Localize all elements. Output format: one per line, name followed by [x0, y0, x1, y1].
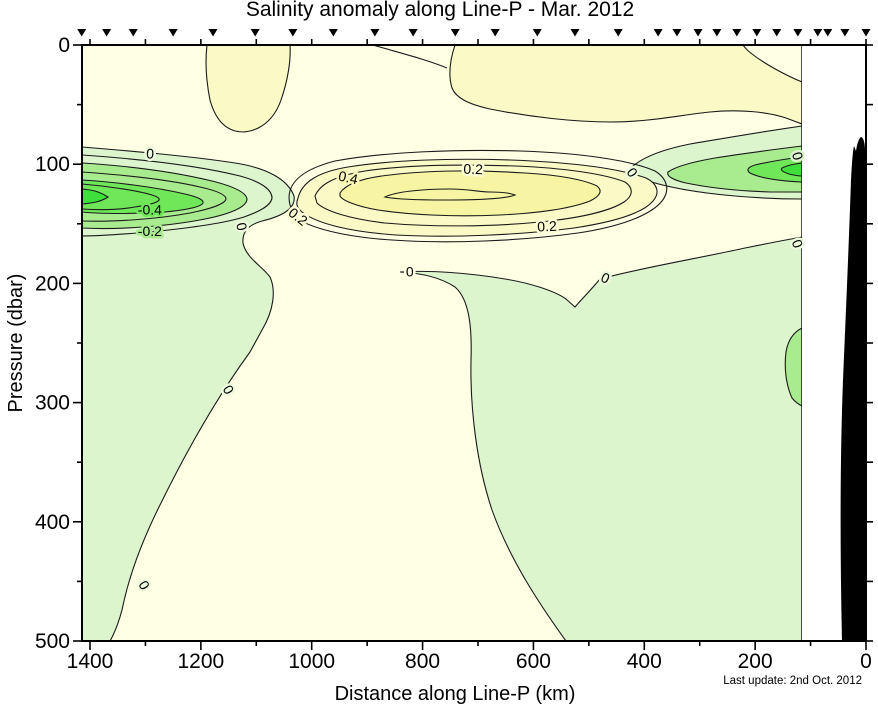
contour-ring-01-central	[288, 149, 668, 243]
chart-title: Salinity anomaly along Line-P - Mar. 201…	[246, 0, 634, 21]
y-tick-label: 0	[58, 34, 70, 57]
bathymetry-silhouette	[840, 137, 866, 641]
x-tick-label: 1000	[288, 650, 335, 673]
station-marker-triangle	[102, 29, 112, 37]
y-tick-label: 500	[35, 630, 70, 653]
x-tick-label: 0	[860, 650, 872, 673]
station-marker-triangle	[772, 29, 782, 37]
station-marker-triangle	[288, 29, 298, 37]
station-marker-triangle	[128, 29, 138, 37]
x-tick-label: 600	[516, 650, 551, 673]
station-marker-triangle	[208, 29, 218, 37]
contour-region-m06-left	[82, 188, 109, 205]
contour-region-m04-nearshore	[747, 156, 802, 183]
contour-line-surface-extra	[372, 45, 448, 69]
contour-pocket-m02-right-edge	[784, 327, 802, 407]
y-axis-title: Pressure (dbar)	[5, 274, 27, 413]
contour-region-m06-nearshore	[780, 162, 802, 177]
x-tick-labels: 1400 1200 1000 800 600 400 200 0	[67, 650, 872, 673]
station-marker-triangle	[813, 29, 823, 37]
axis-ticks	[73, 39, 873, 650]
station-marker-triangle	[168, 29, 178, 37]
contour-label: -0.4	[138, 201, 162, 217]
station-marker-triangle	[672, 29, 682, 37]
contour-region-p04-central	[339, 170, 601, 217]
station-marker-triangle	[823, 29, 833, 37]
last-update-note: Last update: 2nd Oct. 2012	[723, 675, 862, 687]
station-marker-triangle	[490, 29, 500, 37]
station-marker-triangle	[370, 29, 380, 37]
contour-line-p05-central	[383, 188, 517, 201]
y-tick-label: 100	[35, 153, 70, 176]
contour-label: -0.2	[138, 223, 162, 239]
contour-label: 0.2	[463, 161, 483, 178]
contour-label: 0	[406, 263, 414, 279]
contour-line-m01-left	[82, 154, 273, 237]
y-tick-label: 400	[35, 511, 70, 534]
x-tick-label: 400	[627, 650, 662, 673]
x-tick-label: 200	[738, 650, 773, 673]
x-tick-label: 1400	[67, 650, 114, 673]
station-marker-triangle	[752, 29, 762, 37]
contour-field	[82, 45, 802, 641]
station-marker-triangle	[693, 29, 703, 37]
contour-label: 0.2	[537, 218, 557, 235]
station-marker-triangle	[250, 29, 260, 37]
contour-line-m03-left	[82, 171, 227, 222]
contour-region-p02-surface-right	[449, 45, 802, 125]
contour-region-p02-surface-left	[205, 45, 291, 133]
station-marker-triangle	[712, 29, 722, 37]
contour-region-negative-left	[82, 146, 295, 641]
station-marker-triangle	[408, 29, 418, 37]
contour-region-negative-bottom-right	[399, 236, 802, 641]
station-marker-triangle	[328, 29, 338, 37]
station-marker-triangle	[793, 29, 803, 37]
station-marker-triangle	[732, 29, 742, 37]
y-tick-labels: 0 100 200 300 400 500	[35, 34, 70, 653]
station-marker-triangle	[450, 29, 460, 37]
station-marker-triangle	[861, 29, 871, 37]
contour-line-p03-central	[314, 164, 632, 227]
y-tick-label: 300	[35, 392, 70, 415]
station-marker-triangle	[653, 29, 663, 37]
contour-region-m02-nearshore	[667, 145, 802, 193]
station-markers	[77, 29, 871, 37]
contour-region-m04-left	[82, 179, 204, 215]
station-marker-triangle	[570, 29, 580, 37]
contour-label: 0	[146, 145, 155, 161]
x-tick-label: 1200	[177, 650, 224, 673]
station-marker-triangle	[77, 29, 87, 37]
station-marker-triangle	[532, 29, 542, 37]
contour-line-m05-left	[82, 183, 160, 211]
station-marker-triangle	[613, 29, 623, 37]
y-tick-label: 200	[35, 272, 70, 295]
x-axis-title: Distance along Line-P (km)	[335, 683, 576, 705]
station-marker-triangle	[840, 29, 850, 37]
x-tick-label: 800	[405, 650, 440, 673]
